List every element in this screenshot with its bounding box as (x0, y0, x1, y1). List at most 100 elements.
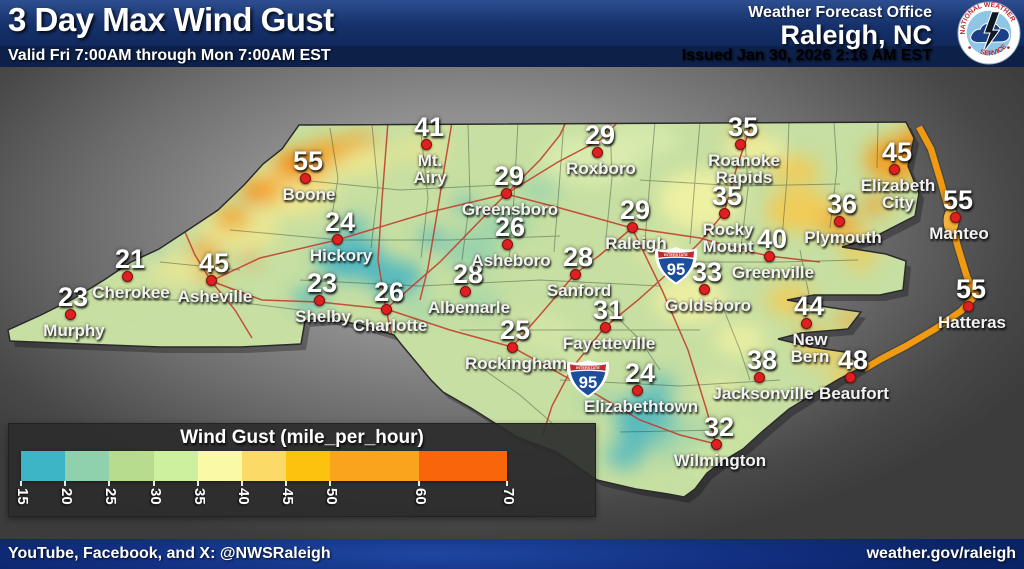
office-name: Raleigh, NC (780, 20, 932, 50)
page-title: 3 Day Max Wind Gust (8, 1, 334, 38)
legend-tick (285, 481, 288, 486)
city-label-hatteras: Hatteras (937, 313, 1007, 332)
gust-value-new-bern: 44 (793, 291, 825, 321)
city-label-roanoke-rapids-2: Rapids (715, 168, 773, 187)
city-dot-greenville (763, 250, 775, 262)
city-label-albemarle: Albemarle (427, 298, 511, 317)
svg-text:INTERSTATE: INTERSTATE (576, 365, 600, 370)
state-border (7, 121, 920, 498)
city-dot-hatteras (962, 300, 974, 312)
gust-value-raleigh: 29 (619, 195, 651, 225)
city-label-rocky-mount-2: Mount (702, 237, 754, 256)
city-label-rockingham: Rockingham (464, 354, 568, 373)
city-dot-jacksonville (753, 371, 765, 383)
city-dot-hickory (331, 233, 343, 245)
city-dot-elizabethtown (631, 384, 643, 396)
city-dot-goldsboro (698, 283, 710, 295)
gust-value-charlotte: 26 (373, 277, 405, 307)
city-dot-sanford (569, 268, 581, 280)
interstate-95-shield-2: INTERSTATE 95 (567, 360, 609, 398)
city-dot-charlotte (380, 303, 392, 315)
legend-tick (64, 481, 67, 486)
city-label-fayetteville: Fayetteville (562, 334, 656, 353)
city-dot-asheville (205, 274, 217, 286)
city-label-elizabeth-city-1: Elizabeth (860, 176, 936, 195)
legend-segment-25-30 (109, 451, 154, 481)
city-dot-shelby (313, 294, 325, 306)
city-label-elizabethtown: Elizabethtown (583, 397, 699, 416)
city-dot-greensboro (500, 187, 512, 199)
city-label-rocky-mount-1: Rocky (702, 220, 754, 239)
legend-tick (20, 481, 22, 486)
city-label-roxboro: Roxboro (566, 159, 636, 178)
city-label-roanoke-rapids-1: Roanoke (708, 151, 780, 170)
city-label-mt-airy-2: Airy (413, 168, 447, 187)
gust-value-roanoke-rapids: 35 (727, 112, 759, 142)
gust-value-murphy: 23 (57, 282, 89, 312)
city-label-goldsboro: Goldsboro (665, 296, 751, 315)
gust-value-boone: 55 (292, 146, 324, 176)
issued-timestamp: Issued Jan 30, 2026 2:16 AM EST (681, 47, 932, 64)
gust-value-asheville: 45 (198, 248, 230, 278)
footer-banner: YouTube, Facebook, and X: @NWSRaleigh we… (0, 539, 1024, 569)
gust-value-greenville: 40 (756, 224, 788, 254)
city-label-raleigh: Raleigh (605, 234, 667, 253)
city-label-jacksonville: Jacksonville (712, 384, 814, 403)
city-dot-murphy (64, 308, 76, 320)
legend-tick (108, 481, 111, 486)
city-label-asheboro: Asheboro (471, 251, 551, 270)
header-strip (0, 46, 1024, 67)
city-dot-new-bern (800, 317, 812, 329)
city-dot-roxboro (591, 146, 603, 158)
legend-tick (506, 481, 508, 486)
city-label-asheville: Asheville (177, 287, 253, 306)
city-label-manteo: Manteo (929, 224, 989, 243)
city-dot-wilmington (710, 438, 722, 450)
city-dot-boone (299, 172, 311, 184)
city-label-sanford: Sanford (546, 281, 612, 300)
city-label-shelby: Shelby (295, 307, 351, 326)
website-url: weather.gov/raleigh (866, 545, 1016, 562)
office-label: Weather Forecast Office (748, 4, 932, 21)
gust-value-greensboro: 29 (493, 161, 525, 191)
gust-value-asheboro: 26 (494, 212, 526, 242)
city-label-new-bern-1: New (792, 330, 828, 349)
city-label-cherokee: Cherokee (92, 283, 170, 302)
city-dot-rockingham (506, 341, 518, 353)
city-dot-manteo (949, 211, 961, 223)
city-label-plymouth: Plymouth (804, 228, 882, 247)
gust-value-fayetteville: 31 (592, 295, 624, 325)
city-dot-beaufort (844, 371, 856, 383)
svg-text:95: 95 (667, 260, 685, 279)
gust-value-rockingham: 25 (499, 315, 531, 345)
city-dot-rocky-mount (718, 207, 730, 219)
city-label-elizabeth-city-2: City (881, 193, 915, 212)
legend-segment-15-20 (21, 451, 66, 481)
gust-value-elizabeth-city: 45 (881, 137, 913, 167)
city-label-greensboro: Greensboro (461, 200, 559, 219)
legend-segment-45-50 (286, 451, 331, 481)
valid-period: Valid Fri 7:00AM through Mon 7:00AM EST (8, 47, 331, 64)
gust-value-albemarle: 28 (452, 259, 484, 289)
nws-logo: NATIONAL WEATHER SERVICE (957, 1, 1021, 65)
city-label-wilmington: Wilmington (673, 451, 767, 470)
gust-value-hatteras: 55 (955, 274, 987, 304)
city-dot-raleigh (626, 221, 638, 233)
gust-value-goldsboro: 33 (691, 257, 723, 287)
gust-value-manteo: 55 (942, 185, 974, 215)
legend-tick (196, 481, 199, 486)
gust-value-plymouth: 36 (826, 189, 858, 219)
city-dot-plymouth (833, 215, 845, 227)
legend-tick (329, 481, 332, 486)
city-label-new-bern-2: Bern (790, 347, 830, 366)
gust-value-hickory: 24 (324, 207, 356, 237)
legend-segment-40-45 (241, 451, 287, 481)
gust-value-beaufort: 48 (837, 345, 869, 375)
gust-value-mt-airy: 41 (413, 112, 445, 142)
city-dot-roanoke-rapids (734, 138, 746, 150)
city-dot-asheboro (501, 238, 513, 250)
legend-segment-30-35 (153, 451, 198, 481)
legend-tick (417, 481, 420, 486)
